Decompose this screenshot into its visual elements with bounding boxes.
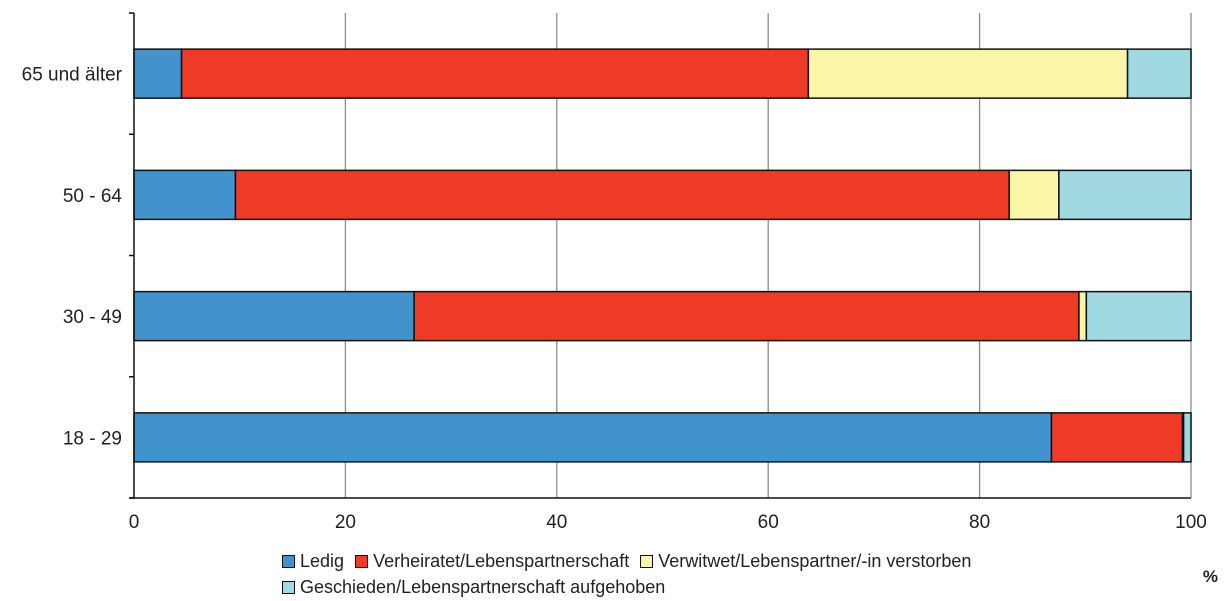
legend-swatch-verwitwet	[640, 555, 654, 568]
legend-label-verwitwet: Verwitwet/Lebenspartner/-in verstorben	[658, 551, 972, 571]
x-tick-label: 80	[969, 512, 990, 533]
bar-segment	[1182, 412, 1192, 463]
legend-label-verheiratet: Verheiratet/Lebenspartnerschaft	[373, 551, 630, 571]
legend-row-2: Geschieden/Lebenspartnerschaft aufgehobe…	[282, 574, 1182, 600]
bar-segment	[133, 290, 415, 342]
bar-segment	[413, 290, 1080, 342]
y-tick-label: 30 - 49	[63, 307, 122, 328]
legend-label-ledig: Ledig	[300, 551, 345, 571]
bar-segment	[133, 169, 237, 221]
legend-swatch-verheiratet	[355, 555, 369, 568]
legend-row-1: Ledig Verheiratet/Lebenspartnerschaft Ve…	[282, 548, 1182, 574]
x-tick-label: 40	[546, 512, 567, 533]
bar-segment	[1085, 290, 1192, 342]
bar-segment	[133, 48, 183, 99]
bar-segment	[133, 412, 1053, 463]
legend-swatch-ledig	[282, 555, 295, 568]
legend-item-geschieden: Geschieden/Lebenspartnerschaft aufgehobe…	[282, 574, 665, 600]
bars	[133, 48, 1192, 463]
bar-segment	[180, 48, 810, 99]
legend: Ledig Verheiratet/Lebenspartnerschaft Ve…	[282, 548, 1182, 600]
bar-segment	[1058, 169, 1192, 221]
legend-item-verheiratet: Verheiratet/Lebenspartnerschaft	[355, 548, 629, 574]
bar-segment	[1008, 169, 1060, 221]
x-tick-label: 0	[129, 512, 140, 533]
bar-segment	[1126, 48, 1192, 99]
x-tick-label: 100	[1175, 512, 1207, 533]
bar-segment	[1050, 412, 1184, 463]
legend-label-geschieden: Geschieden/Lebenspartnerschaft aufgehobe…	[300, 577, 666, 597]
y-tick-label: 65 und älter	[22, 65, 123, 86]
bar-segment	[807, 48, 1129, 99]
legend-item-ledig: Ledig	[282, 548, 344, 574]
legend-item-verwitwet: Verwitwet/Lebenspartner/-in verstorben	[640, 548, 971, 574]
x-tick-label: 20	[335, 512, 356, 533]
axes: 65 und älter 50 - 64 30 - 49 18 - 29 0 20 40 60…	[22, 12, 1207, 533]
x-tick-label: 60	[758, 512, 779, 533]
bar-segment	[1078, 290, 1088, 342]
legend-swatch-geschieden	[282, 581, 295, 594]
y-tick-label: 18 - 29	[63, 428, 122, 449]
x-axis-unit: %	[1203, 567, 1218, 586]
bar-segment	[234, 169, 1010, 221]
y-tick-label: 50 - 64	[63, 186, 123, 207]
